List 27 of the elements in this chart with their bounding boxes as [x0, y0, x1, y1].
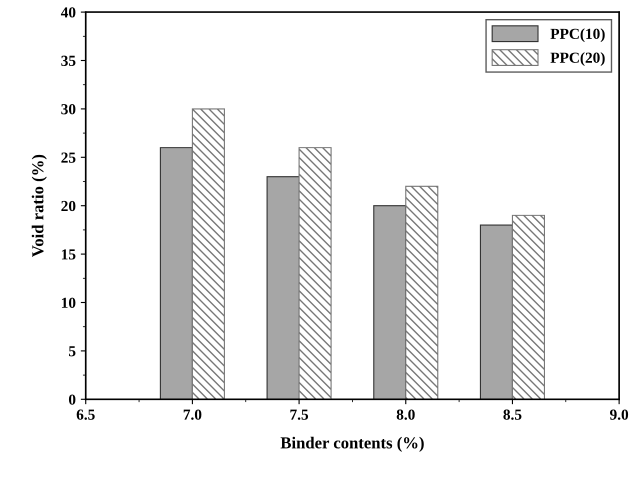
x-tick-label: 8.0 — [396, 409, 415, 420]
y-axis-title: Void ratio (%) — [32, 154, 47, 258]
y-tick-label: 40 — [60, 7, 76, 18]
bar — [373, 205, 406, 400]
bar — [298, 147, 332, 400]
x-tick-label: 7.5 — [290, 410, 308, 420]
legend-label: PPC(20) — [550, 52, 605, 66]
bar — [480, 224, 513, 400]
y-tick-label: 30 — [61, 104, 76, 114]
y-tick-label: 35 — [61, 56, 76, 66]
bar — [192, 108, 225, 400]
bar — [405, 186, 438, 400]
x-axis-title: Binder contents (%) — [280, 436, 424, 452]
x-tick-label: 9.0 — [610, 409, 628, 420]
x-tick-label: 6.5 — [76, 410, 95, 420]
y-tick-label: 10 — [62, 298, 76, 308]
bar — [266, 176, 300, 400]
legend-label: PPC(10) — [550, 28, 605, 42]
y-tick-label: 15 — [62, 249, 76, 260]
x-tick-label: 7.0 — [184, 409, 202, 420]
bar — [512, 214, 546, 400]
y-tick-label: 25 — [61, 152, 76, 163]
y-tick-label: 0 — [68, 394, 76, 405]
x-tick-label: 8.5 — [503, 409, 522, 420]
bar — [160, 147, 193, 400]
y-tick-label: 20 — [61, 200, 76, 212]
y-tick-label: 5 — [68, 346, 76, 356]
